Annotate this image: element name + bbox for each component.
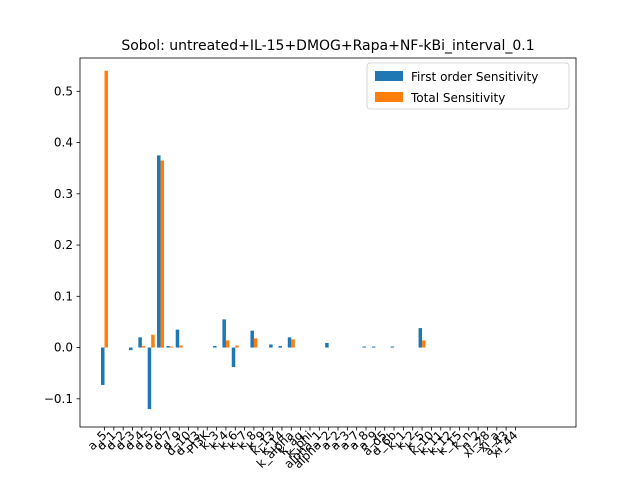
y-tick-label: 0.0: [54, 341, 73, 355]
bar-s1-4: [141, 346, 146, 348]
bar-s0-13: [222, 319, 226, 348]
legend-label: First order Sensitivity: [411, 70, 538, 84]
bar-s1-5: [151, 334, 155, 348]
bar-s1-13: [225, 340, 230, 348]
plot-frame: [79, 57, 577, 428]
chart-title: Sobol: untreated+IL-15+DMOG+Rapa+NF-kBi_…: [121, 38, 534, 54]
y-tick-label: 0.5: [54, 84, 73, 98]
y-tick-label: 0.4: [54, 136, 73, 150]
legend-swatch: [375, 92, 403, 102]
bar-s0-20: [287, 337, 292, 348]
bar-s0-16: [250, 330, 254, 348]
legend-label: Total Sensitivity: [410, 91, 505, 105]
bar-s0-19: [278, 346, 282, 348]
bar-s1-14: [235, 345, 239, 348]
bar-s1-20: [291, 339, 295, 348]
bar-s0-18: [269, 344, 273, 348]
y-tick-label: −0.1: [44, 392, 73, 406]
y-tick-label: 0.2: [54, 238, 73, 252]
bar-s0-5: [147, 347, 152, 410]
bar-s1-16: [253, 338, 258, 348]
legend-swatch: [375, 71, 403, 81]
y-axis: −0.1 0.0 0.1 0.2 0.3 0.4 0.5: [44, 84, 80, 406]
bar-s1-0: [104, 70, 108, 348]
bars-layer: [101, 70, 426, 410]
bar-s0-29: [371, 346, 376, 348]
bar-s0-14: [231, 347, 236, 368]
bar-s1-8: [179, 345, 183, 348]
bar-s0-12: [213, 346, 217, 348]
x-axis: a_5d_1d_2d_3d_4d_5d_6d_7d_9d_10d_13PI3Kk…: [85, 427, 521, 471]
bar-s0-8: [175, 329, 180, 348]
y-tick-label: 0.1: [54, 289, 73, 303]
bar-s1-7: [169, 346, 174, 348]
bar-s0-4: [138, 337, 142, 348]
legend: First order Sensitivity Total Sensitivity: [366, 62, 570, 110]
bar-s0-31: [390, 346, 395, 348]
bar-s0-28: [362, 346, 367, 348]
bar-s1-34: [422, 340, 426, 348]
y-tick-label: 0.3: [54, 187, 73, 201]
bar-s1-6: [160, 160, 165, 348]
bar-s0-6: [157, 155, 161, 348]
bar-s0-7: [166, 346, 170, 348]
bar-s0-34: [418, 328, 423, 348]
bar-s0-3: [129, 347, 133, 351]
legend-box: [366, 62, 570, 110]
bar-s0-0: [101, 347, 105, 385]
bar-s0-24: [325, 342, 329, 348]
